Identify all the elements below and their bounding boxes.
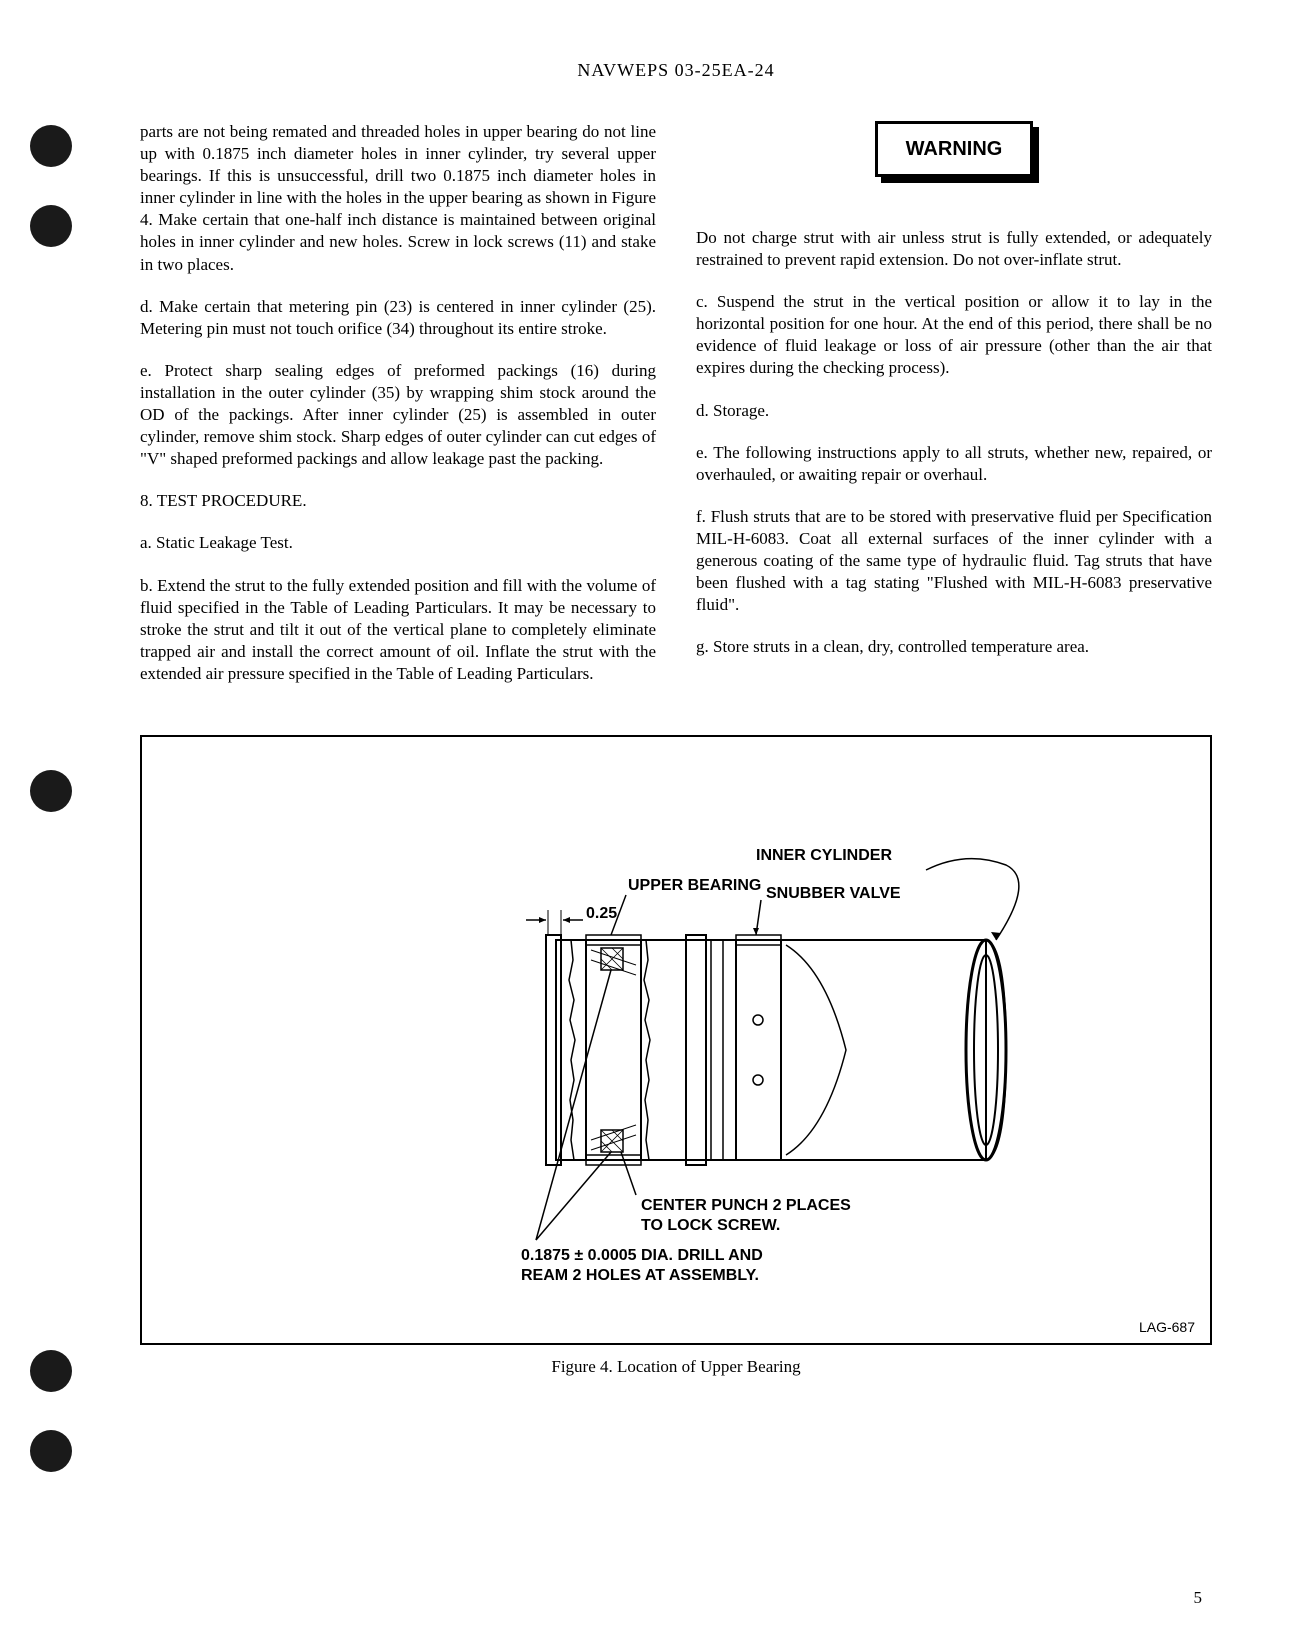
right-column: WARNING Do not charge strut with air unl… [696,121,1212,705]
drill-spec-label2: REAM 2 HOLES AT ASSEMBLY. [521,1267,759,1284]
hole-punch [30,1350,72,1392]
center-punch-label2: TO LOCK SCREW. [641,1217,780,1234]
page-number: 5 [1194,1588,1203,1608]
hole-punch [30,770,72,812]
hole-punch [30,1430,72,1472]
warning-text: Do not charge strut with air unless stru… [696,227,1212,271]
figure-caption: Figure 4. Location of Upper Bearing [140,1357,1212,1377]
hole-punch [30,205,72,247]
body-text: e. Protect sharp sealing edges of prefor… [140,360,656,470]
bearing-diagram: 0.25 UPPER BEARING SNUBBER VALVE INNER C… [286,790,1066,1310]
center-punch-label: CENTER PUNCH 2 PLACES [641,1197,851,1214]
section-heading: 8. TEST PROCEDURE. [140,490,656,512]
warning-container: WARNING [696,121,1212,207]
figure-container: 0.25 UPPER BEARING SNUBBER VALVE INNER C… [140,735,1212,1345]
lag-number: LAG-687 [1139,1319,1195,1335]
body-text: e. The following instructions apply to a… [696,442,1212,486]
body-text: d. Storage. [696,400,1212,422]
inner-cylinder-label: INNER CYLINDER [756,847,892,864]
body-text: f. Flush struts that are to be stored wi… [696,506,1212,616]
document-header: NAVWEPS 03-25EA-24 [140,60,1212,81]
drill-spec-label: 0.1875 ± 0.0005 DIA. DRILL AND [521,1247,763,1264]
dim-label: 0.25 [586,905,617,922]
body-text: g. Store struts in a clean, dry, control… [696,636,1212,658]
body-text: c. Suspend the strut in the vertical pos… [696,291,1212,379]
technical-drawing: 0.25 UPPER BEARING SNUBBER VALVE INNER C… [162,777,1190,1323]
snubber-valve-label: SNUBBER VALVE [766,885,901,902]
warning-label: WARNING [906,138,1003,160]
left-column: parts are not being remated and threaded… [140,121,656,705]
body-text: a. Static Leakage Test. [140,532,656,554]
warning-box: WARNING [875,121,1034,177]
body-text: parts are not being remated and threaded… [140,121,656,276]
body-text: b. Extend the strut to the fully extende… [140,575,656,685]
doc-id: NAVWEPS 03-25EA-24 [577,60,774,80]
hole-punch [30,125,72,167]
body-text: d. Make certain that metering pin (23) i… [140,296,656,340]
two-column-content: parts are not being remated and threaded… [140,121,1212,705]
upper-bearing-label: UPPER BEARING [628,877,761,894]
